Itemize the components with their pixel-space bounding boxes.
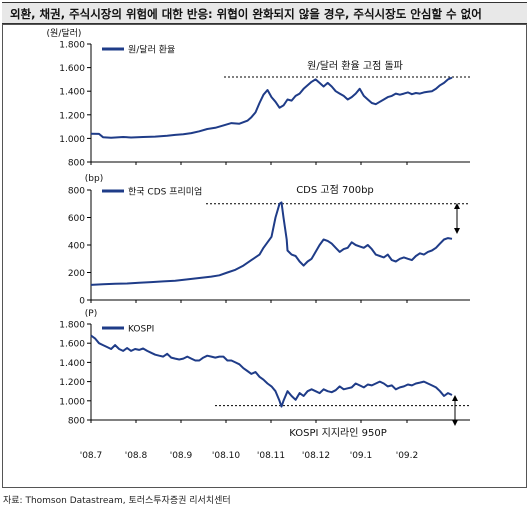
chart-frame [2,24,527,488]
x-tick-label: '08.11 [257,451,285,461]
series-line [90,76,453,139]
x-tick-label: '09.2 [396,451,419,461]
y-tick-label: 1.000 [59,135,85,145]
legend-label: 원/달러 환율 [128,44,175,56]
x-tick-label: '08.12 [302,451,330,461]
x-tick-label: '08.10 [212,451,241,461]
x-tick-label: '08.9 [170,451,193,461]
annotation-label: 원/달러 환율 고점 돌파 [307,60,403,72]
chart-title: 외환, 채권, 주식시장의 위험에 대한 반응: 위협이 완화되지 않을 경우,… [10,7,482,21]
source-note: 자료: Thomson Datastream, 토러스투자증권 리서치센터 [3,496,231,506]
series-line [90,201,453,286]
series-line [90,334,453,408]
y-tick-label: 1.800 [59,41,85,51]
annotation-label: CDS 고점 700bp [296,184,374,196]
title-bar: 외환, 채권, 주식시장의 위험에 대한 반응: 위협이 완화되지 않을 경우,… [2,2,527,24]
y-tick-label: 1.200 [59,111,85,121]
x-tick-label: '09.1 [350,451,373,461]
y-tick-label: 1.800 [59,321,85,331]
y-tick-label: 200 [68,269,85,279]
arrow-head-top [454,203,460,209]
legend-label: KOSPI [128,325,154,335]
y-tick-label: 0 [79,297,85,307]
legend-label: 한국 CDS 프리미엄 [128,186,202,198]
y-tick-label: 1.400 [59,88,85,98]
x-tick-label: '08.8 [125,451,148,461]
y-tick-label: 1.400 [59,359,85,369]
arrow-head-top [452,395,458,401]
unit-label: (P) [85,309,97,319]
y-tick-label: 800 [68,187,85,197]
y-tick-label: 600 [68,214,85,224]
arrow-head-bottom [454,228,460,234]
y-tick-label: 1.000 [59,397,85,407]
x-tick-label: '08.7 [80,451,103,461]
y-tick-label: 800 [68,417,85,427]
y-tick-label: 400 [68,242,85,252]
y-tick-label: 800 [68,159,85,169]
arrow-head-bottom [452,420,458,426]
y-tick-label: 1.600 [59,64,85,74]
y-tick-label: 1.200 [59,378,85,388]
annotation-label: KOSPI 지지라인 950P [289,427,386,439]
y-tick-label: 1.600 [59,340,85,350]
unit-label: (원/달러) [47,27,82,39]
unit-label: (bp) [85,174,103,184]
